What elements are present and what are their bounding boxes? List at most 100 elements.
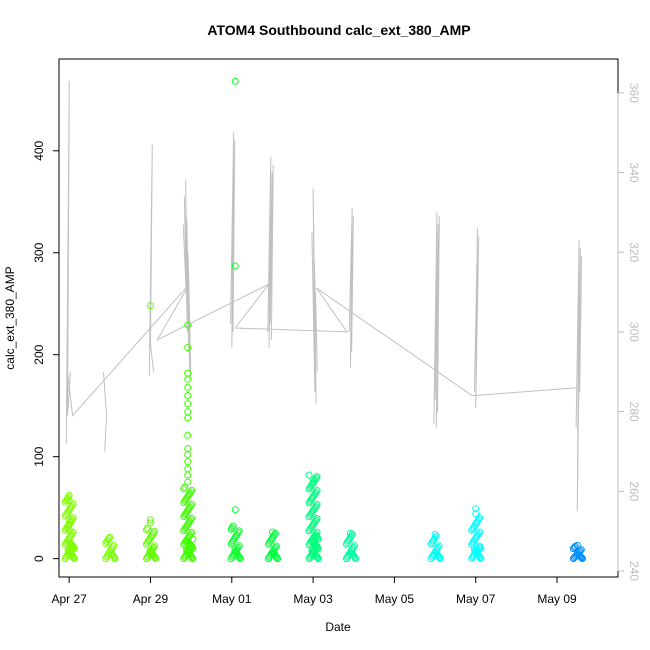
x-tick-label: Apr 29 [133,592,169,606]
data-point [187,488,195,496]
right-tick-label: 340 [627,163,641,183]
trace-segment [103,371,108,452]
data-point [65,521,73,529]
point-cluster [180,321,197,563]
data-point [577,546,585,554]
data-point [231,547,239,555]
data-point [107,546,115,554]
data-point [305,471,313,479]
data-point [272,542,280,550]
data-point [310,538,317,546]
left-tick-label: 400 [32,140,46,160]
data-point [67,540,75,548]
data-point [110,541,118,549]
point-cluster [143,302,160,563]
trace-segment [230,132,236,348]
x-tick-label: May 03 [293,592,333,606]
trace-segment [474,228,480,408]
data-point [188,500,196,508]
point-cluster [468,505,485,563]
data-point [576,547,584,555]
left-tick-label: 200 [32,344,46,364]
data-point [431,534,439,542]
left-tick-label: 300 [32,242,46,262]
data-point [578,554,586,562]
data-point [229,522,237,530]
data-point [313,514,321,522]
data-point [146,547,154,555]
data-point [271,529,279,537]
x-axis-label: Date [325,620,351,634]
data-point [350,542,358,550]
data-point [234,529,242,536]
data-point [188,514,196,522]
data-point [349,543,357,551]
data-point [181,483,189,491]
data-point [184,445,192,452]
data-point [312,474,320,482]
trace-segment [65,80,71,444]
data-point [271,544,279,551]
data-point [184,408,192,416]
data-point [573,541,581,549]
point-series [61,77,586,563]
trace-segment [348,208,354,368]
data-point [188,528,196,536]
right-tick-label: 360 [627,83,641,103]
point-cluster [342,529,360,563]
data-point [231,262,239,270]
point-cluster [305,471,322,563]
line-series [65,80,582,512]
point-cluster [427,530,444,563]
data-point [270,550,278,558]
data-point [228,524,236,532]
point-cluster [102,533,119,563]
data-point [231,506,239,514]
data-point [143,526,150,534]
data-point [65,526,73,534]
data-point [313,487,321,494]
data-point [180,485,188,493]
data-point [184,400,192,408]
data-point [231,77,239,85]
point-cluster [264,528,282,563]
trace-segment [575,240,582,512]
data-point [147,516,154,524]
data-point [184,471,192,479]
data-point [476,514,484,522]
x-tick-label: May 01 [212,592,252,606]
trace-segment [311,188,318,404]
left-tick-label: 0 [32,555,46,562]
data-point [477,545,485,553]
data-point [69,514,77,522]
plot-frame [58,58,619,578]
data-point [188,486,196,494]
data-point [309,479,317,487]
right-tick-label: 260 [627,481,641,501]
data-point [312,532,320,540]
data-point [106,533,114,541]
data-point [475,530,483,537]
data-point [312,516,320,524]
data-point [184,451,192,459]
point-cluster [227,77,244,563]
left-tick-label: 100 [32,446,46,466]
data-point [313,533,321,541]
x-tick-label: May 07 [456,592,496,606]
right-y-axis: 240 260 280 300 320 340 360 [617,83,641,581]
data-point [65,497,73,504]
data-point [184,458,192,466]
data-point [313,501,321,508]
data-point [147,519,154,527]
left-y-axis: 0 100 200 300 400 [32,140,60,562]
data-point [151,527,158,535]
point-cluster [569,541,586,563]
data-point [348,550,356,558]
data-point [151,542,158,550]
right-tick-label: 300 [627,322,641,342]
data-point [312,502,320,510]
data-point [309,475,317,483]
data-point [68,515,76,523]
data-point [314,534,321,542]
